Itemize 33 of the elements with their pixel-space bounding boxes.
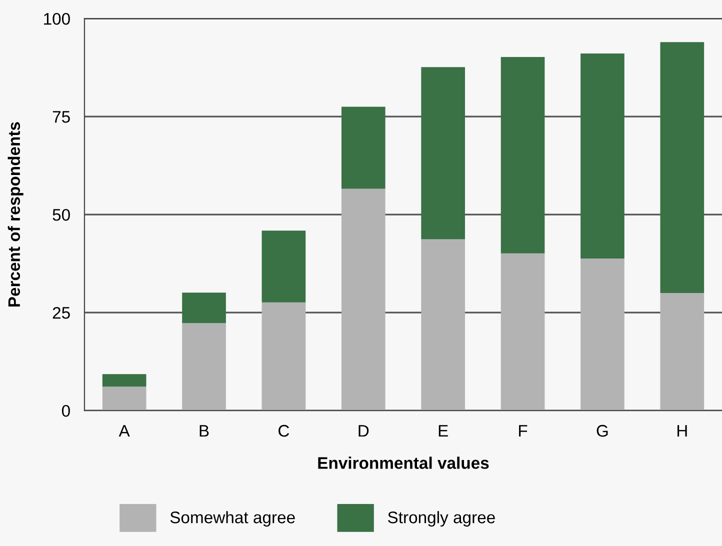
x-tick-label: H xyxy=(678,425,687,437)
bar xyxy=(341,188,386,411)
bar xyxy=(421,239,465,411)
bar xyxy=(500,253,545,411)
bar xyxy=(660,292,704,411)
y-tick-label: 100 xyxy=(44,12,70,25)
y-tick-label: 75 xyxy=(52,111,70,123)
bar xyxy=(262,302,306,411)
x-tick-label: F xyxy=(519,425,528,437)
x-tick-label: G xyxy=(596,424,608,437)
x-tick-label: B xyxy=(200,425,209,437)
y-axis-title: Percent of respondents xyxy=(8,122,24,307)
x-tick-label: D xyxy=(358,425,369,437)
bar xyxy=(580,53,624,258)
x-tick-label: A xyxy=(118,425,130,437)
y-tick-label: 0 xyxy=(62,404,70,417)
bar xyxy=(580,258,624,411)
bar xyxy=(102,386,146,411)
bar xyxy=(102,374,146,387)
bar xyxy=(341,106,386,189)
bar xyxy=(262,230,306,302)
x-tick-label: E xyxy=(438,425,448,437)
bar xyxy=(182,323,226,411)
bar xyxy=(500,56,545,254)
y-tick-label: 25 xyxy=(52,306,70,319)
x-axis-title: Environmental values xyxy=(318,456,489,469)
y-tick-label: 50 xyxy=(52,208,70,221)
legend-label: Somewhat agree xyxy=(170,511,295,527)
x-tick-label: C xyxy=(278,424,290,437)
legend-label: Strongly agree xyxy=(388,511,495,527)
bar xyxy=(182,292,226,324)
bar xyxy=(421,67,465,240)
bar xyxy=(660,42,704,293)
